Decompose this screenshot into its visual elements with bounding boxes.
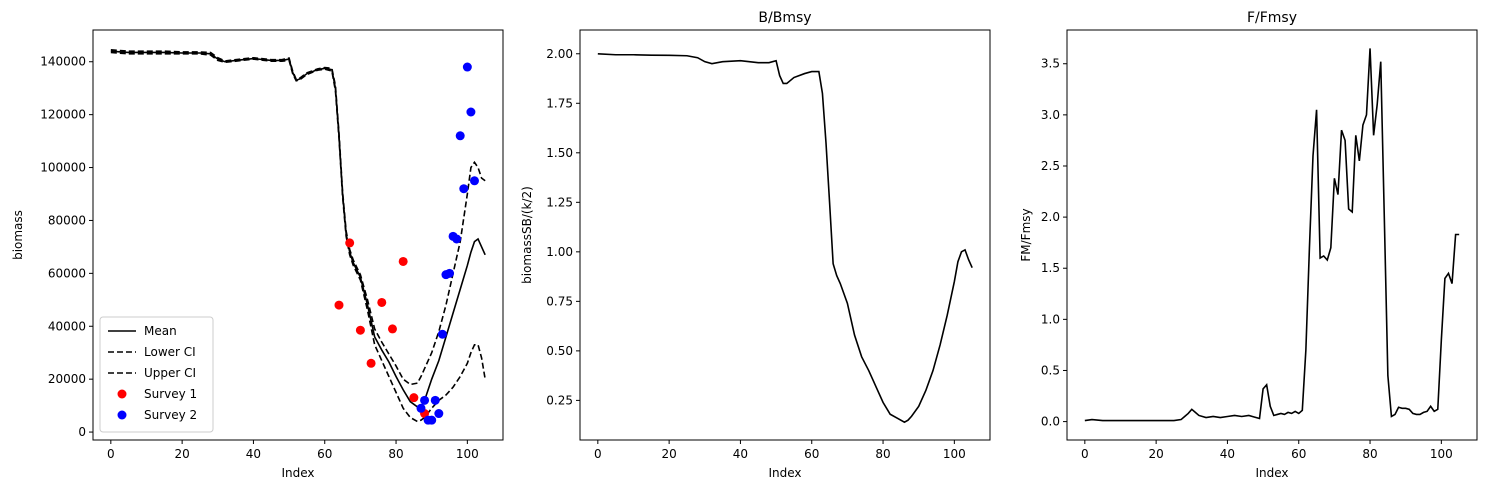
x-tick-label: 20 bbox=[174, 447, 189, 461]
chart-title: F/Fmsy bbox=[1247, 10, 1297, 26]
point-survey-2 bbox=[445, 268, 455, 278]
y-axis-label: FM/Fmsy bbox=[1019, 208, 1033, 261]
y-tick-label: 1.5 bbox=[1041, 261, 1060, 275]
series-line-upper-ci bbox=[110, 49, 486, 386]
y-tick-label: 20000 bbox=[48, 372, 86, 386]
x-tick-label: 40 bbox=[246, 447, 261, 461]
point-survey-2 bbox=[455, 131, 465, 141]
y-tick-label: 2.00 bbox=[546, 47, 573, 61]
point-survey-1 bbox=[377, 297, 387, 307]
point-survey-2 bbox=[469, 176, 479, 186]
x-tick-label: 0 bbox=[594, 447, 602, 461]
point-survey-2 bbox=[427, 415, 437, 425]
x-tick-label: 60 bbox=[317, 447, 332, 461]
y-tick-label: 140000 bbox=[40, 55, 86, 69]
plot-frame bbox=[1066, 29, 1478, 441]
point-survey-2 bbox=[459, 184, 469, 194]
y-tick-label: 0.5 bbox=[1041, 363, 1060, 377]
y-tick-label: 40000 bbox=[48, 319, 86, 333]
legend-label: Survey 2 bbox=[144, 408, 197, 422]
y-tick-label: 100000 bbox=[40, 161, 86, 175]
legend-label: Upper CI bbox=[144, 366, 196, 380]
point-survey-1 bbox=[334, 300, 344, 310]
y-tick-label: 0 bbox=[78, 425, 86, 439]
x-tick-label: 80 bbox=[388, 447, 403, 461]
y-tick-label: 0.0 bbox=[1041, 415, 1060, 429]
point-survey-1 bbox=[409, 393, 419, 403]
point-survey-2 bbox=[420, 395, 430, 405]
point-survey-2 bbox=[437, 329, 447, 339]
y-tick-label: 1.50 bbox=[546, 146, 573, 160]
y-tick-label: 80000 bbox=[48, 213, 86, 227]
legend-label: Mean bbox=[144, 324, 177, 338]
x-axis-label: Index bbox=[1255, 466, 1288, 480]
y-tick-label: 1.00 bbox=[546, 245, 573, 259]
y-tick-label: 1.0 bbox=[1041, 312, 1060, 326]
point-survey-2 bbox=[462, 62, 472, 72]
y-tick-label: 0.75 bbox=[546, 294, 573, 308]
y-axis-label: biomassSB/(k/2) bbox=[520, 186, 534, 284]
x-tick-label: 20 bbox=[1148, 447, 1163, 461]
y-tick-label: 1.25 bbox=[546, 195, 573, 209]
point-survey-2 bbox=[452, 234, 462, 244]
bbmsy-panel: B/Bmsy 0 20 40 60 80 100 0.25 0.50 0.75 1.00 1.25 1.… bbox=[520, 10, 991, 480]
point-survey-2 bbox=[416, 403, 426, 413]
x-tick-label: 0 bbox=[1081, 447, 1089, 461]
x-tick-label: 40 bbox=[733, 447, 748, 461]
legend-label: Survey 1 bbox=[144, 387, 197, 401]
y-tick-label: 0.25 bbox=[546, 393, 573, 407]
x-tick-label: 80 bbox=[1362, 447, 1377, 461]
plot-frame bbox=[579, 29, 991, 441]
y-tick-label: 0.50 bbox=[546, 344, 573, 358]
x-tick-label: 60 bbox=[1291, 447, 1306, 461]
point-survey-1 bbox=[387, 324, 397, 334]
point-survey-1 bbox=[345, 238, 355, 248]
y-tick-label: 2.5 bbox=[1041, 159, 1060, 173]
y-tick-label: 60000 bbox=[48, 266, 86, 280]
biomass-panel: 0 20 40 60 80 100 0 20000 40000 60000 80000 100000 1… bbox=[11, 29, 504, 480]
point-survey-2 bbox=[430, 395, 440, 405]
point-survey-2 bbox=[434, 409, 444, 419]
x-tick-label: 20 bbox=[661, 447, 676, 461]
legend-swatch bbox=[117, 389, 127, 399]
plot-frame bbox=[92, 29, 504, 441]
legend-label: Lower CI bbox=[144, 345, 196, 359]
x-tick-label: 100 bbox=[456, 447, 479, 461]
legend-box bbox=[99, 316, 214, 433]
ffmsy-panel: F/Fmsy 0 20 40 60 80 100 0.0 0.5 1.0 1.5 2.0 2.5 3.0 3… bbox=[1019, 10, 1478, 480]
point-survey-1 bbox=[398, 256, 408, 266]
chart-title: B/Bmsy bbox=[758, 10, 811, 26]
point-survey-2 bbox=[466, 107, 476, 117]
x-tick-label: 100 bbox=[1430, 447, 1453, 461]
y-tick-label: 3.0 bbox=[1041, 108, 1060, 122]
point-survey-1 bbox=[355, 325, 365, 335]
y-tick-label: 120000 bbox=[40, 108, 86, 122]
x-tick-label: 60 bbox=[804, 447, 819, 461]
y-tick-label: 2.0 bbox=[1041, 210, 1060, 224]
y-tick-label: 1.75 bbox=[546, 96, 573, 110]
legend-swatch bbox=[117, 410, 127, 420]
y-tick-label: 3.5 bbox=[1041, 57, 1060, 71]
x-tick-label: 40 bbox=[1220, 447, 1235, 461]
series-line-lower-ci bbox=[110, 51, 486, 423]
x-axis-label: Index bbox=[281, 466, 314, 480]
series-line-main bbox=[1084, 48, 1460, 422]
point-survey-1 bbox=[366, 358, 376, 368]
x-tick-label: 80 bbox=[875, 447, 890, 461]
x-tick-label: 0 bbox=[107, 447, 115, 461]
series-line-main bbox=[597, 52, 973, 424]
y-axis-label: biomass bbox=[11, 210, 25, 260]
x-tick-label: 100 bbox=[943, 447, 966, 461]
x-axis-label: Index bbox=[768, 466, 801, 480]
